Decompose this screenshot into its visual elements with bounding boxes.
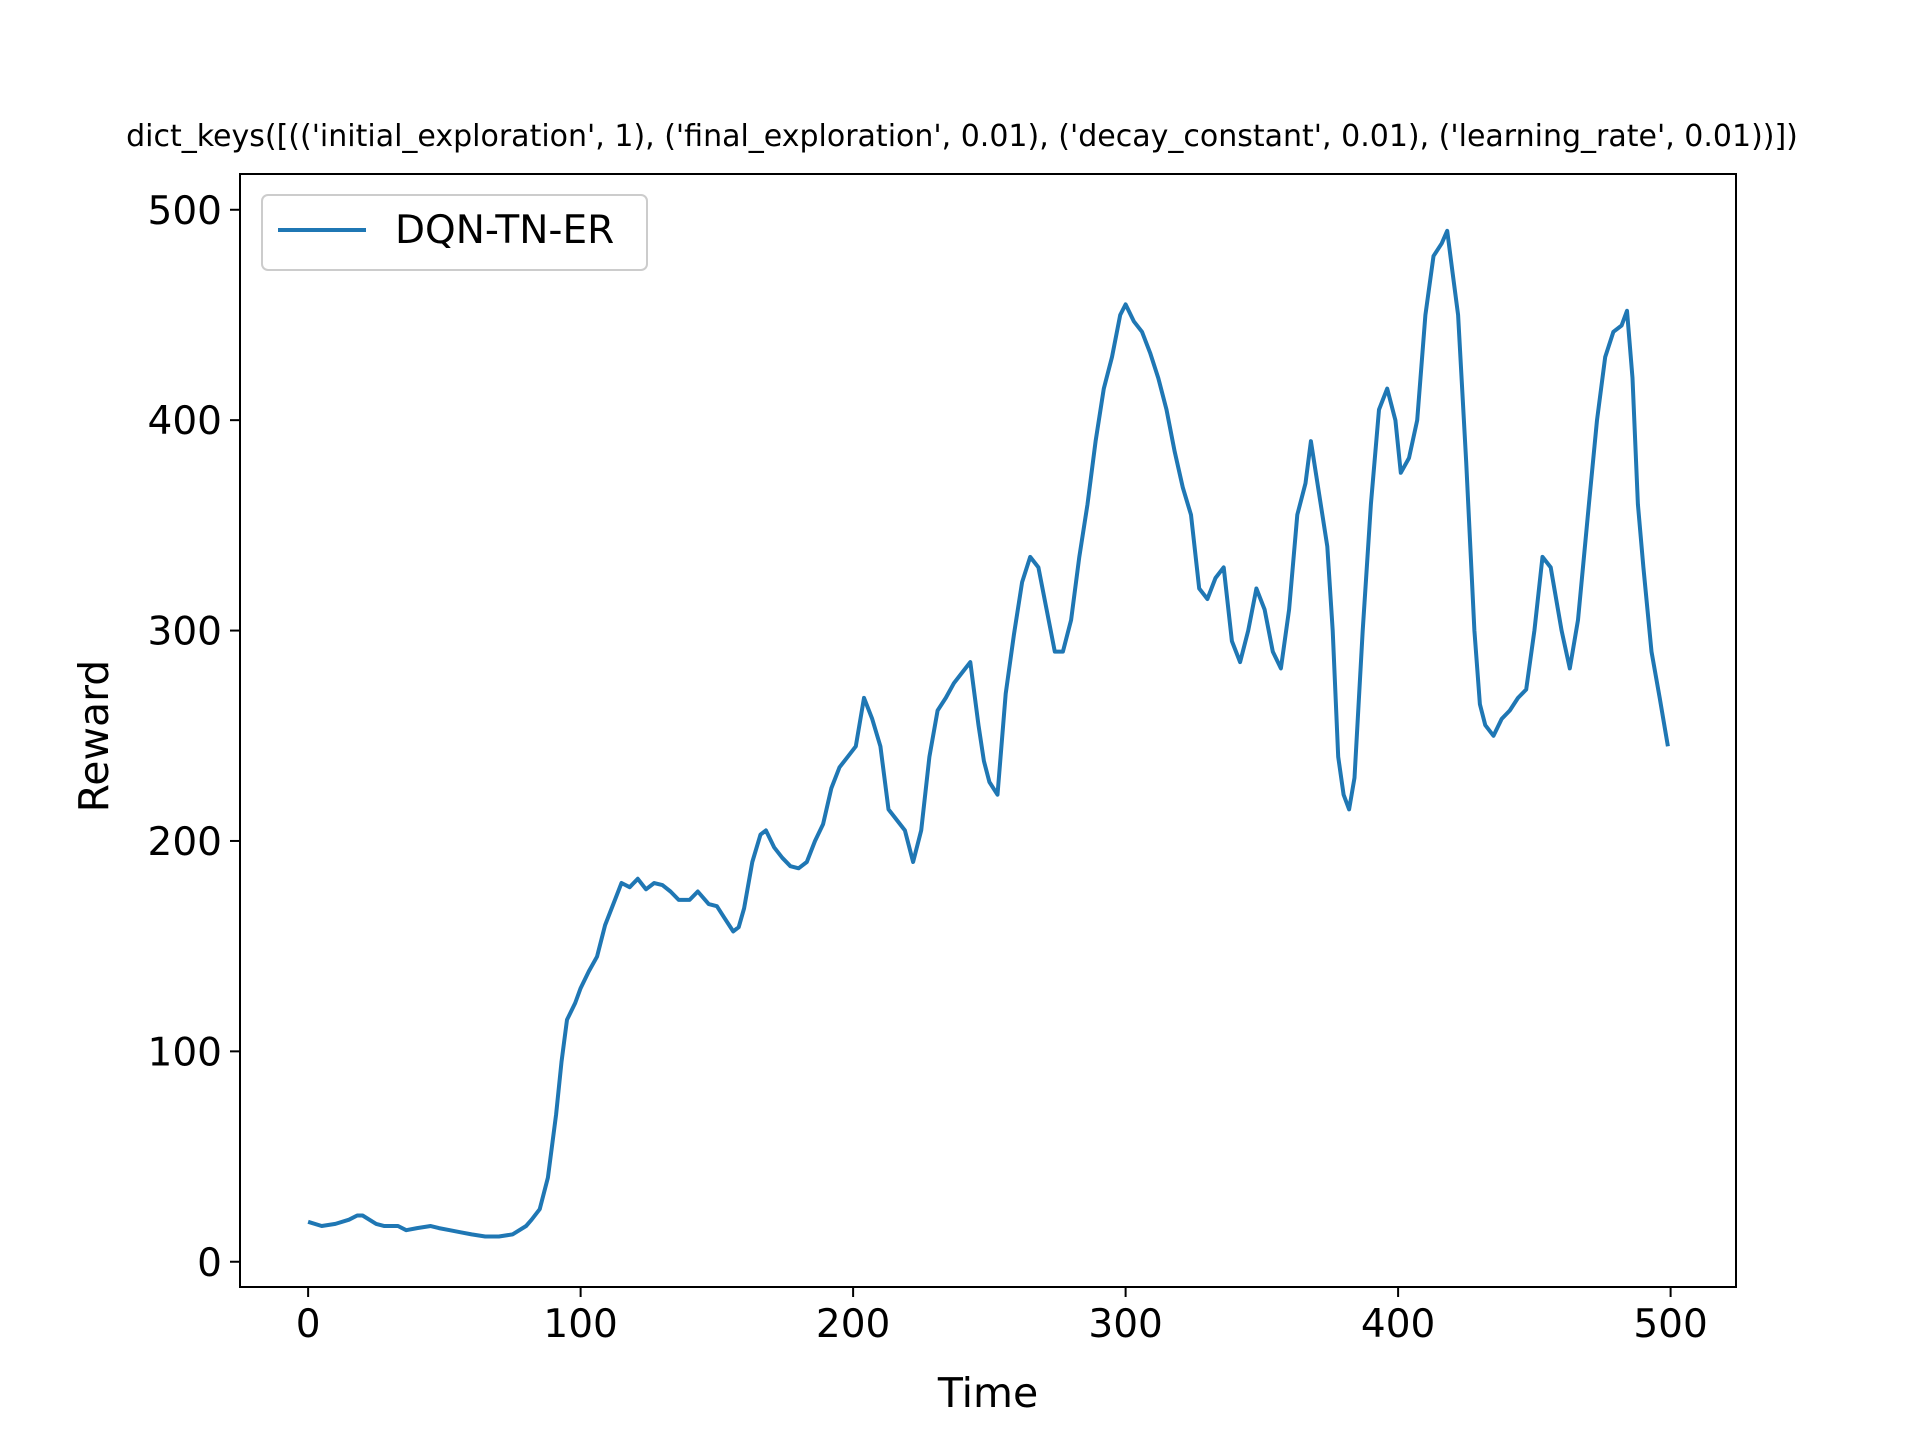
x-tick-label: 400 (1361, 1302, 1435, 1347)
y-tick-label: 500 (148, 189, 222, 234)
series-line-0 (307, 228, 1670, 1239)
x-tick-label: 300 (1088, 1302, 1162, 1347)
x-axis-label: Time (937, 1369, 1038, 1417)
legend-box (261, 194, 648, 271)
y-axis: 0 100 200 300 400 500 (148, 189, 240, 1286)
plot-area-frame (239, 173, 1737, 1288)
x-tick-label: 0 (296, 1302, 321, 1347)
chart-title: dict_keys([(('initial_exploration', 1), … (126, 119, 1798, 154)
series-layer (307, 228, 1670, 1239)
x-tick-label: 100 (543, 1302, 617, 1347)
y-tick-label: 100 (148, 1030, 222, 1075)
x-tick-label: 200 (816, 1302, 890, 1347)
legend-label: DQN-TN-ER (395, 208, 614, 253)
y-tick-label: 200 (148, 820, 222, 865)
legend: DQN-TN-ER (261, 194, 648, 271)
x-axis: 0 100 200 300 400 500 (296, 1287, 1708, 1347)
y-tick-label: 300 (148, 610, 222, 655)
y-tick-label: 0 (197, 1241, 222, 1286)
y-tick-label: 400 (148, 399, 222, 444)
y-axis-label: Reward (70, 660, 118, 813)
x-tick-label: 500 (1633, 1302, 1707, 1347)
